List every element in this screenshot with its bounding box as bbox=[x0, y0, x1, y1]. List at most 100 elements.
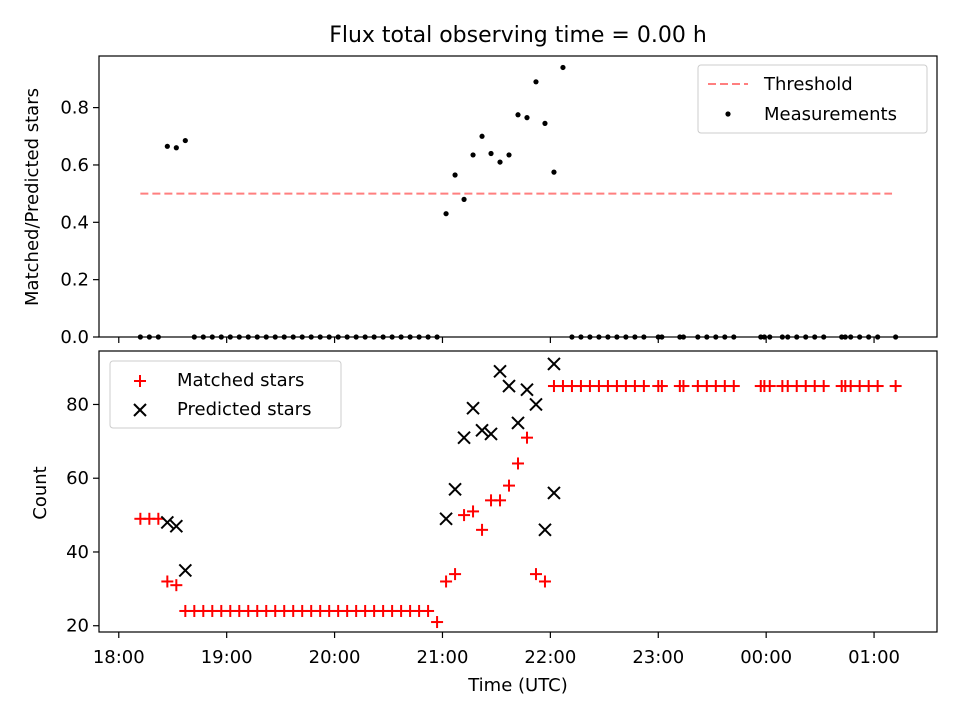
measurement-point bbox=[308, 334, 314, 340]
measurement-point bbox=[425, 334, 431, 340]
measurement-point bbox=[812, 334, 818, 340]
matched-star-point bbox=[494, 494, 507, 507]
x-tick-label: 00:00 bbox=[740, 647, 792, 668]
top-axes-frame bbox=[98, 55, 938, 338]
bottom-y-tick-label: 80 bbox=[66, 394, 89, 415]
matched-legend-swatch bbox=[134, 375, 146, 387]
matched-star-point bbox=[503, 479, 516, 492]
measurement-point bbox=[461, 196, 467, 202]
matched-star-point bbox=[763, 380, 776, 393]
measurement-point bbox=[479, 133, 485, 139]
measurement-point bbox=[623, 334, 629, 340]
measurement-point bbox=[362, 334, 368, 340]
measurement-point bbox=[299, 334, 305, 340]
x-tick-label: 18:00 bbox=[93, 647, 145, 668]
measurement-point bbox=[542, 120, 548, 126]
predicted-star-point bbox=[511, 416, 525, 430]
measurement-point bbox=[821, 334, 827, 340]
matched-star-point bbox=[677, 380, 690, 393]
predicted-star-point bbox=[484, 427, 498, 441]
measurement-point bbox=[497, 159, 503, 165]
x-axis-label: Time (UTC) bbox=[467, 675, 568, 696]
measurement-point bbox=[758, 334, 764, 340]
measurement-point bbox=[596, 334, 602, 340]
matched-star-point bbox=[170, 579, 183, 592]
measurement-point bbox=[470, 152, 476, 158]
matched-star-point bbox=[871, 380, 884, 393]
x-tick-label: 19:00 bbox=[201, 647, 253, 668]
measurement-point bbox=[146, 334, 152, 340]
matched-star-point bbox=[512, 457, 524, 470]
predicted-star-point bbox=[502, 379, 516, 393]
measurement-point bbox=[533, 79, 539, 85]
measurement-point bbox=[353, 334, 359, 340]
matched-star-point bbox=[655, 380, 668, 393]
measurement-point bbox=[281, 334, 287, 340]
measurement-point bbox=[272, 334, 278, 340]
threshold-legend-label: Threshold bbox=[763, 74, 853, 95]
predicted-star-point bbox=[475, 423, 489, 437]
measurement-point bbox=[731, 334, 737, 340]
measurement-point bbox=[839, 334, 845, 340]
predicted-legend-label: Predicted stars bbox=[177, 399, 311, 420]
measurement-point bbox=[209, 334, 215, 340]
matched-star-point bbox=[440, 575, 453, 588]
top-y-tick-label: 0.4 bbox=[60, 212, 89, 233]
measurement-point bbox=[680, 334, 687, 340]
predicted-star-point bbox=[520, 383, 534, 397]
x-tick-label: 01:00 bbox=[848, 647, 900, 668]
measurement-point bbox=[524, 115, 530, 121]
matched-star-point bbox=[476, 523, 489, 536]
x-tick-label: 20:00 bbox=[309, 647, 361, 668]
measurement-point bbox=[452, 172, 458, 178]
measurement-point bbox=[704, 334, 710, 340]
measurement-point bbox=[632, 334, 638, 340]
measurement-point bbox=[515, 112, 521, 118]
predicted-star-point bbox=[160, 515, 175, 530]
bottom-axes: 20 40 60 80 18:00 19:00 20:00 21:00 22:00 23:00 0… bbox=[30, 350, 938, 696]
measurement-point bbox=[317, 334, 323, 340]
matched-star-point bbox=[520, 431, 533, 444]
measurement-point bbox=[605, 334, 611, 340]
measurement-point bbox=[344, 334, 350, 340]
matched-star-point bbox=[817, 380, 830, 393]
measurement-point bbox=[326, 334, 332, 340]
matched-star-point bbox=[538, 575, 551, 588]
matched-star-point bbox=[637, 380, 650, 393]
measurement-point bbox=[488, 150, 494, 157]
predicted-star-point bbox=[466, 401, 480, 415]
top-y-tick-label: 0.6 bbox=[60, 155, 89, 176]
matched-star-point bbox=[889, 380, 902, 393]
predicted-star-point bbox=[457, 430, 471, 445]
bottom-legend: Matched stars Predicted stars bbox=[109, 360, 342, 429]
measurement-point bbox=[416, 334, 422, 340]
measurement-point bbox=[164, 143, 170, 149]
predicted-legend-swatch bbox=[133, 403, 147, 417]
chart-title: Flux total observing time = 0.00 h bbox=[329, 23, 707, 48]
bottom-y-tick-label: 60 bbox=[66, 468, 89, 489]
measurement-point bbox=[506, 152, 512, 158]
measurement-point bbox=[407, 334, 413, 340]
top-legend-box bbox=[697, 64, 928, 134]
predicted-star-point bbox=[493, 364, 507, 378]
predicted-star-point bbox=[178, 563, 193, 578]
measurement-point bbox=[443, 211, 449, 217]
predicted-star-point bbox=[169, 519, 184, 533]
bottom-y-tick-label: 40 bbox=[66, 542, 89, 563]
top-y-axis-label: Matched/Predicted stars bbox=[22, 88, 43, 306]
predicted-star-point bbox=[529, 397, 543, 412]
measurement-point bbox=[722, 334, 728, 340]
measurement-point bbox=[335, 334, 341, 340]
top-axes: 0.00.20.40.60.8 Matched/Predicted stars … bbox=[22, 55, 938, 348]
measurement-point bbox=[551, 169, 557, 175]
measurement-point bbox=[587, 334, 593, 340]
measurement-point bbox=[655, 334, 661, 340]
measurement-point bbox=[173, 145, 179, 151]
measurement-point bbox=[794, 334, 800, 340]
measurement-point bbox=[578, 334, 584, 340]
bottom-legend-box bbox=[109, 360, 342, 429]
measurement-point bbox=[677, 334, 683, 340]
measurement-point bbox=[560, 64, 566, 71]
measurement-point bbox=[263, 334, 269, 340]
